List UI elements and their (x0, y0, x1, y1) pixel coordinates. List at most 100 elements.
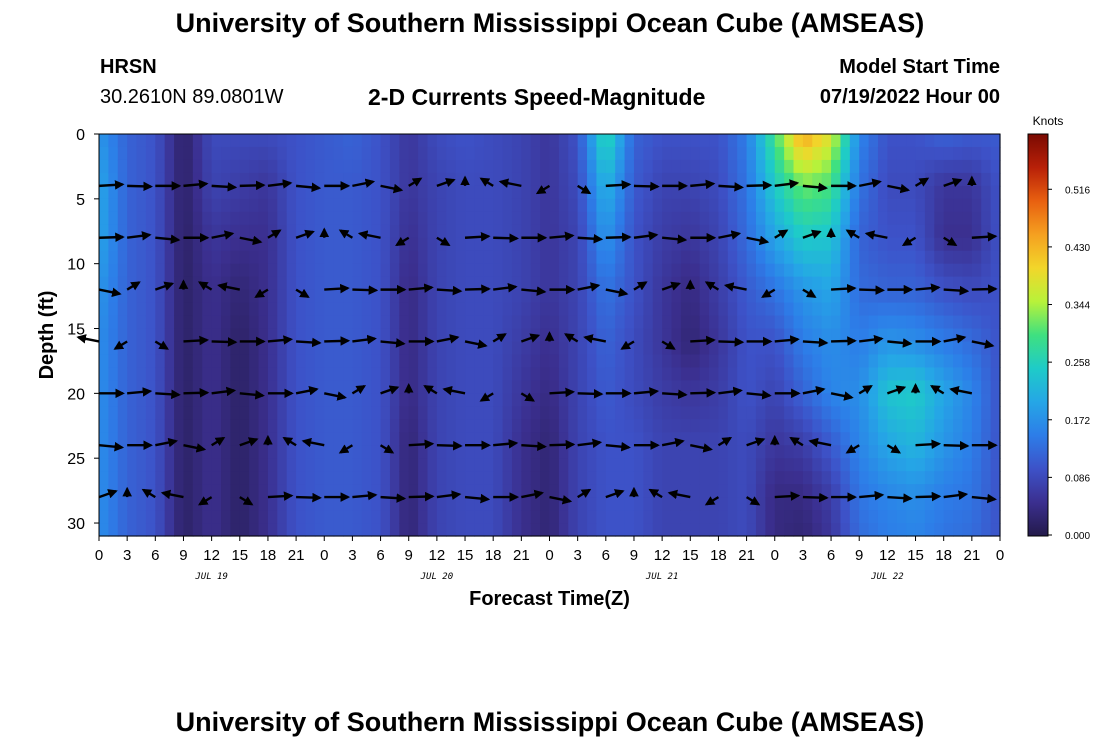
heatmap-cell (117, 250, 128, 265)
heatmap-cell (558, 159, 569, 174)
heatmap-cell (699, 484, 710, 498)
heatmap-cell (934, 484, 945, 498)
heatmap-cell (183, 419, 194, 433)
heatmap-cell (136, 458, 147, 472)
heatmap-cell (652, 328, 663, 343)
heatmap-cell (465, 341, 476, 356)
heatmap-cell (239, 185, 250, 200)
heatmap-cell (990, 289, 1001, 304)
heatmap-cell (474, 211, 485, 226)
chart-subtitle: 2-D Currents Speed-Magnitude (368, 84, 706, 110)
heatmap-cell (924, 276, 935, 291)
heatmap-cell (587, 341, 598, 356)
heatmap-cell (981, 367, 992, 381)
heatmap-cell (286, 159, 297, 174)
heatmap-cell (474, 315, 485, 330)
heatmap-cell (314, 458, 325, 472)
heatmap-cell (343, 276, 354, 291)
heatmap-cell (145, 523, 156, 537)
heatmap-cell (690, 445, 701, 459)
heatmap-cell (699, 393, 710, 407)
heatmap-cell (314, 276, 325, 291)
heatmap-cell (690, 354, 701, 369)
heatmap-cell (455, 419, 466, 433)
heatmap-cell (108, 211, 119, 226)
heatmap-cell (840, 211, 851, 226)
current-arrow (577, 438, 603, 449)
heatmap-cell (981, 328, 992, 343)
heatmap-cell (408, 445, 419, 459)
colorbar-tick-label: 0.086 (1065, 473, 1090, 484)
heatmap-cell (746, 328, 757, 343)
current-arrow (661, 437, 685, 448)
heatmap-cell (971, 185, 982, 200)
heatmap-cell (164, 523, 175, 537)
heatmap-cell (699, 198, 710, 213)
heatmap-cell (296, 471, 307, 485)
current-arrow (436, 177, 456, 188)
heatmap-cell (361, 146, 372, 161)
heatmap-cell (680, 328, 691, 343)
heatmap-cell (915, 510, 926, 524)
current-arrow (859, 285, 886, 295)
heatmap-cell (127, 198, 138, 213)
heatmap-cell (192, 484, 203, 498)
heatmap-cell (521, 289, 532, 304)
heatmap-cell (906, 172, 917, 187)
heatmap-cell (183, 497, 194, 511)
heatmap-cell (840, 224, 851, 239)
heatmap-cell (418, 523, 429, 537)
heatmap-cell (896, 471, 907, 485)
heatmap-cell (239, 328, 250, 343)
colorbar-tick-label: 0.000 (1065, 531, 1090, 542)
current-arrow (127, 387, 153, 397)
heatmap-cell (906, 354, 917, 369)
heatmap-cell (924, 134, 935, 148)
heatmap-cell (155, 224, 166, 239)
heatmap-cell (305, 354, 316, 369)
heatmap-cell (408, 146, 419, 161)
heatmap-cell (258, 341, 269, 356)
heatmap-cell (859, 302, 870, 317)
heatmap-cell (877, 497, 888, 511)
heatmap-cell (371, 302, 382, 317)
heatmap-cell (690, 134, 701, 148)
heatmap-cell (380, 198, 391, 213)
heatmap-cell (399, 134, 410, 148)
heatmap-cell (389, 510, 400, 524)
x-tick-label: 3 (799, 547, 807, 564)
heatmap-cell (887, 341, 898, 356)
heatmap-cell (849, 250, 860, 265)
heatmap-cell (333, 367, 344, 381)
heatmap-cell (643, 510, 654, 524)
heatmap-cell (446, 315, 457, 330)
heatmap-cell (549, 367, 560, 381)
heatmap-cell (981, 159, 992, 174)
heatmap-cell (183, 367, 194, 381)
heatmap-cell (343, 237, 354, 252)
heatmap-cell (399, 146, 410, 161)
heatmap-cell (887, 237, 898, 252)
heatmap-cell (859, 185, 870, 200)
heatmap-cell (408, 523, 419, 537)
heatmap-cell (343, 172, 354, 187)
heatmap-cell (924, 159, 935, 174)
heatmap-cell (990, 432, 1001, 446)
heatmap-cell (343, 146, 354, 161)
heatmap-cell (774, 354, 785, 369)
current-arrow (774, 229, 789, 239)
heatmap-cell (239, 146, 250, 161)
heatmap-cell (793, 510, 804, 524)
heatmap-cell (371, 237, 382, 252)
heatmap-cell (174, 289, 185, 304)
heatmap-cell (765, 380, 776, 394)
heatmap-cell (680, 224, 691, 239)
heatmap-cell (455, 134, 466, 148)
heatmap-cell (577, 510, 588, 524)
heatmap-cell (558, 406, 569, 420)
heatmap-cell (127, 471, 138, 485)
heatmap-cell (202, 302, 213, 317)
heatmap-cell (108, 393, 119, 407)
heatmap-cell (380, 367, 391, 381)
heatmap-cell (568, 263, 579, 278)
